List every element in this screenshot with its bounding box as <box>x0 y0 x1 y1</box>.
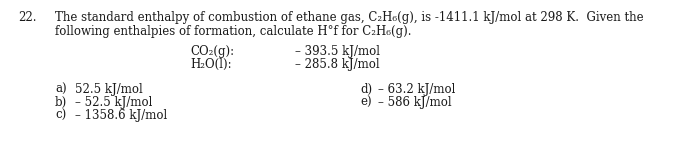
Text: – 285.8 kJ/mol: – 285.8 kJ/mol <box>295 58 379 71</box>
Text: 22.: 22. <box>18 11 36 24</box>
Text: 52.5 kJ/mol: 52.5 kJ/mol <box>75 83 143 96</box>
Text: – 1358.6 kJ/mol: – 1358.6 kJ/mol <box>75 109 167 122</box>
Text: following enthalpies of formation, calculate H°f for C₂H₆(g).: following enthalpies of formation, calcu… <box>55 25 412 38</box>
Text: H₂O(l):: H₂O(l): <box>190 58 232 71</box>
Text: a): a) <box>55 83 66 96</box>
Text: b): b) <box>55 96 67 109</box>
Text: – 393.5 kJ/mol: – 393.5 kJ/mol <box>295 45 380 58</box>
Text: CO₂(g):: CO₂(g): <box>190 45 234 58</box>
Text: c): c) <box>55 109 66 122</box>
Text: e): e) <box>360 96 372 109</box>
Text: – 52.5 kJ/mol: – 52.5 kJ/mol <box>75 96 153 109</box>
Text: – 63.2 kJ/mol: – 63.2 kJ/mol <box>378 83 456 96</box>
Text: – 586 kJ/mol: – 586 kJ/mol <box>378 96 452 109</box>
Text: The standard enthalpy of combustion of ethane gas, C₂H₆(g), is -1411.1 kJ/mol at: The standard enthalpy of combustion of e… <box>55 11 643 24</box>
Text: d): d) <box>360 83 372 96</box>
